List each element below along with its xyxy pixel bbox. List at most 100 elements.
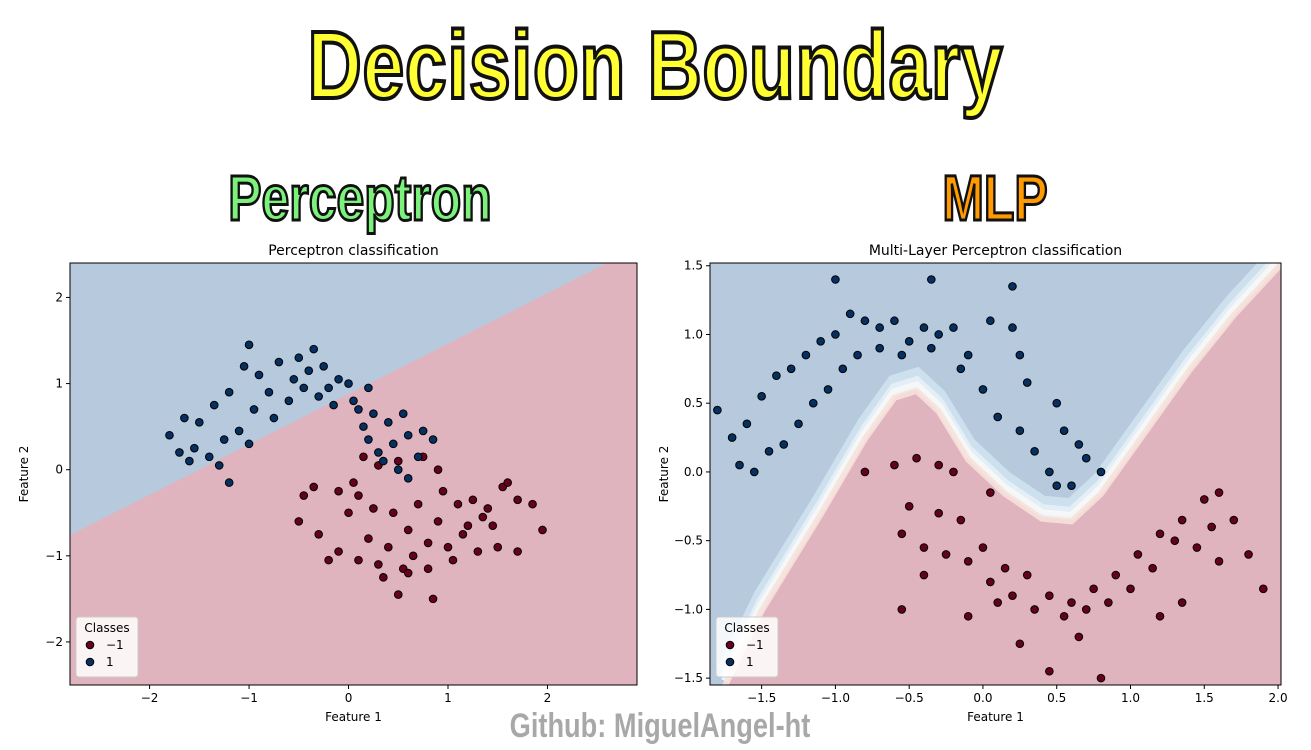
point-pos-34: [393, 465, 403, 474]
y-axis-label: Feature 2: [657, 446, 671, 503]
point-pos-45: [1096, 467, 1106, 477]
point-pos-31: [388, 439, 398, 449]
point-pos-1: [180, 413, 189, 423]
legend-title: Classes: [84, 621, 129, 635]
point-pos-37: [1045, 467, 1054, 477]
point-neg-30: [344, 508, 353, 518]
x-tick-label-1: −1: [240, 691, 258, 705]
point-pos-28: [853, 350, 862, 360]
point-pos-11: [875, 323, 884, 332]
point-neg-31: [364, 534, 373, 543]
point-pos-41: [214, 461, 224, 470]
point-pos-14: [919, 323, 929, 332]
point-neg-9: [403, 525, 413, 535]
point-neg-25: [423, 564, 433, 574]
point-pos-24: [794, 419, 803, 429]
point-pos-5: [239, 362, 249, 371]
point-pos-34: [993, 412, 1003, 422]
y-tick-label-3: 0.0: [684, 465, 703, 479]
point-pos-44: [269, 413, 279, 423]
point-pos-38: [1052, 481, 1062, 490]
point-neg-37: [1258, 584, 1268, 594]
point-pos-0: [165, 430, 174, 440]
point-neg-5: [334, 486, 343, 496]
point-neg-43: [1074, 632, 1084, 642]
plot-area: [710, 263, 1281, 685]
legend-marker-0: [725, 640, 735, 650]
point-neg-42: [1045, 666, 1054, 676]
point-pos-25: [354, 405, 363, 414]
x-tick-label-4: 2: [544, 691, 552, 705]
y-tick-label-6: 1.5: [684, 259, 703, 273]
point-pos-19: [249, 405, 259, 414]
point-pos-17: [963, 350, 973, 360]
point-neg-7: [369, 504, 378, 513]
point-neg-49: [986, 488, 995, 497]
point-neg-8: [388, 508, 398, 518]
axes-frame: [69, 262, 638, 686]
point-pos-40: [1022, 378, 1032, 387]
point-pos-39: [428, 435, 438, 444]
x-tick-label-0: −2: [141, 691, 159, 705]
point-neg-12: [463, 521, 473, 530]
point-pos-33: [418, 426, 428, 436]
point-neg-36: [1244, 550, 1253, 559]
legend-marker-1: [725, 657, 735, 667]
x-tick-label-6: 1.5: [1195, 691, 1214, 705]
y-tick-label-2: 0: [55, 463, 63, 477]
point-pos-37: [359, 422, 368, 431]
point-neg-44: [1096, 673, 1106, 683]
point-pos-5: [786, 364, 796, 374]
point-neg-29: [309, 482, 319, 492]
point-neg-19: [294, 517, 304, 526]
point-neg-41: [324, 555, 333, 565]
point-neg-17: [1177, 515, 1187, 525]
point-pos-32: [956, 364, 966, 374]
point-neg-2: [393, 456, 403, 466]
point-pos-6: [254, 370, 264, 380]
x-tick-label-1: −1.0: [821, 691, 850, 705]
point-neg-16: [1155, 529, 1165, 539]
point-pos-48: [831, 275, 840, 284]
point-pos-8: [289, 374, 299, 384]
point-pos-27: [838, 364, 848, 374]
point-neg-27: [473, 547, 483, 556]
point-pos-49: [927, 275, 936, 284]
x-tick-label-3: 0.0: [973, 691, 992, 705]
plot-area: [70, 263, 637, 685]
point-neg-40: [428, 594, 438, 604]
point-pos-18: [234, 426, 244, 436]
point-neg-38: [897, 605, 907, 614]
point-neg-17: [538, 525, 547, 535]
legend-entry-1: 1: [106, 655, 114, 669]
point-pos-24: [329, 400, 338, 410]
legend-entry-0: −1: [746, 638, 764, 652]
boundary-band-3: [722, 263, 1281, 685]
point-neg-13: [1089, 584, 1098, 594]
x-tick-label-5: 1.0: [1121, 691, 1140, 705]
point-neg-16: [528, 499, 537, 509]
point-pos-18: [986, 316, 995, 326]
point-neg-45: [478, 512, 488, 522]
point-pos-9: [304, 366, 314, 375]
point-pos-0: [713, 405, 722, 415]
point-neg-28: [488, 521, 498, 530]
x-tick-label-4: 0.5: [1047, 691, 1066, 705]
point-neg-9: [1000, 563, 1010, 573]
point-pos-43: [1074, 440, 1084, 449]
y-tick-label-0: −1.5: [674, 671, 703, 685]
point-neg-36: [468, 495, 478, 505]
y-tick-label-2: −0.5: [674, 534, 703, 548]
point-pos-15: [190, 443, 199, 453]
point-pos-36: [1030, 447, 1039, 456]
point-pos-42: [185, 456, 194, 466]
point-pos-29: [875, 343, 884, 353]
point-neg-48: [413, 499, 423, 509]
point-pos-27: [384, 418, 393, 427]
mlp-label: MLP: [941, 161, 1049, 236]
x-tick-label-0: −1.5: [747, 691, 776, 705]
point-pos-12: [890, 316, 899, 326]
point-neg-30: [1126, 584, 1135, 594]
point-pos-26: [369, 409, 378, 419]
y-tick-label-4: 0.5: [684, 396, 703, 410]
